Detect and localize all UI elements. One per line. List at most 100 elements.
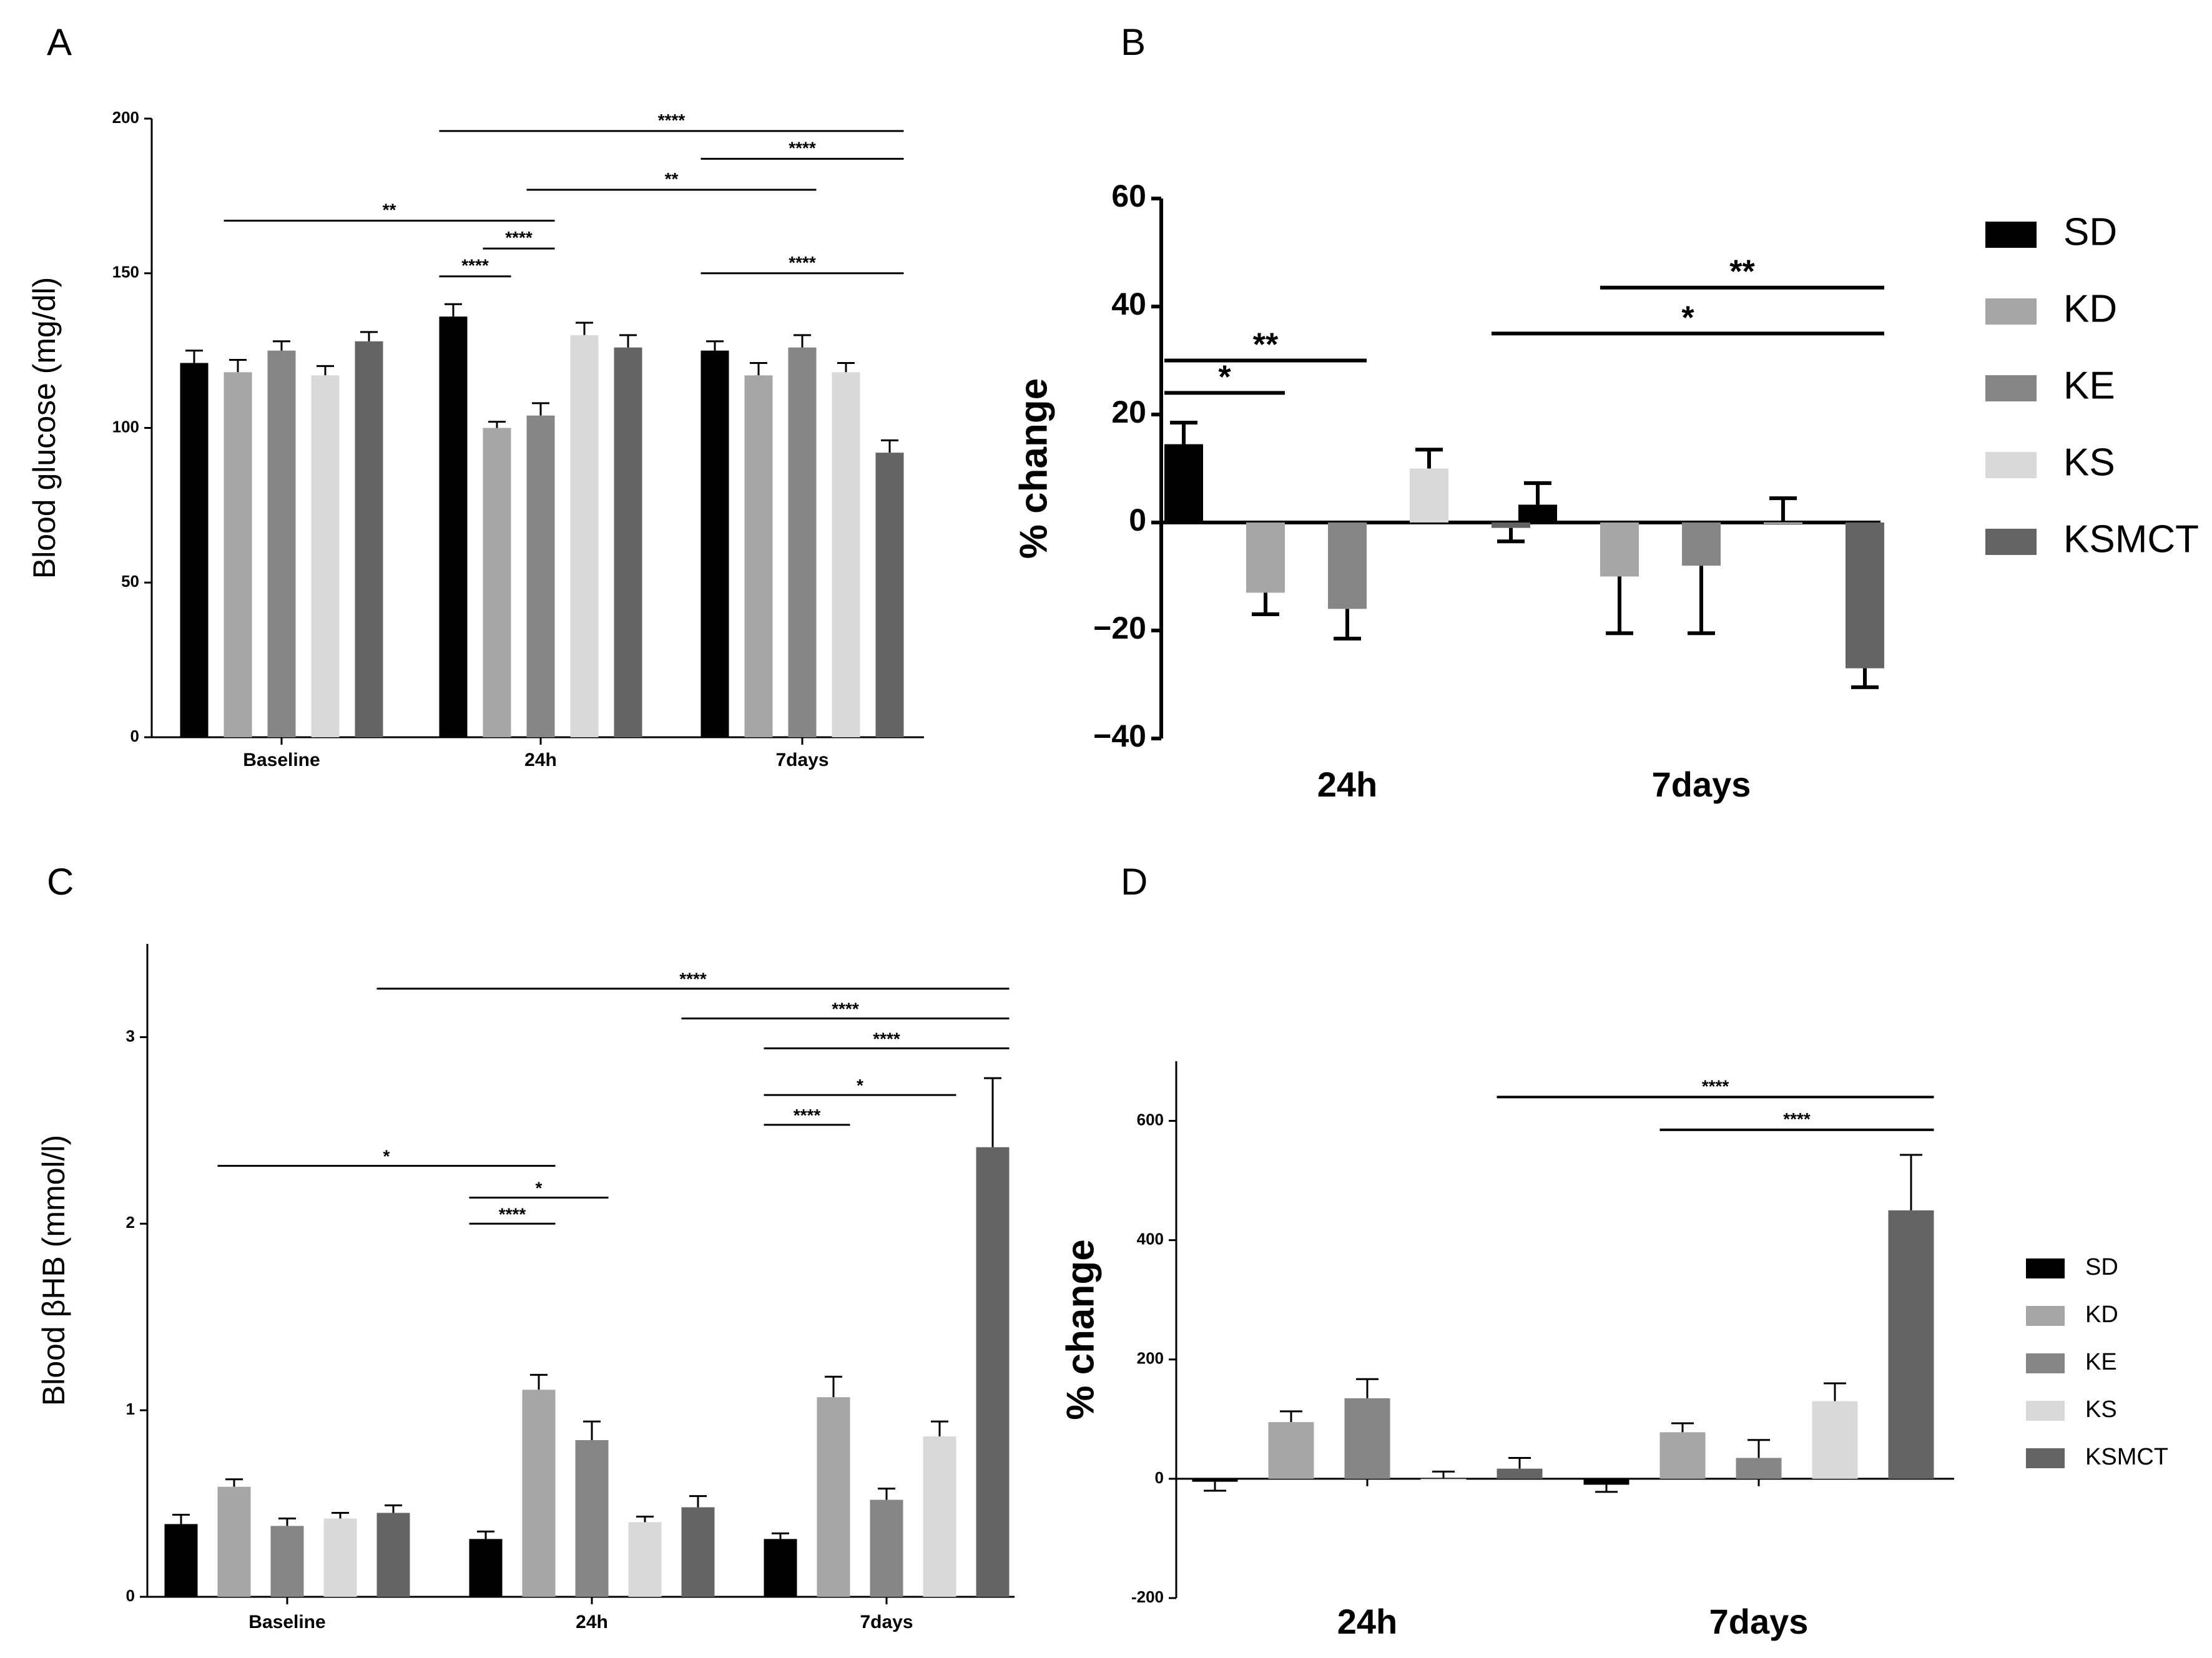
bar-kd-24h xyxy=(483,428,511,737)
y-tick-label: 100 xyxy=(112,417,139,436)
panel-letter-b: B xyxy=(1121,21,1146,63)
bar-sd-baseline xyxy=(164,1524,198,1597)
bar-kd-24h xyxy=(1268,1422,1314,1479)
y-tick-label: 3 xyxy=(126,1026,135,1045)
bar-kd-24h xyxy=(522,1390,556,1597)
x-tick-label-7days: 7days xyxy=(1652,765,1751,804)
significance-label: ** xyxy=(383,200,396,220)
bar-kd-baseline xyxy=(217,1486,251,1597)
chart-panel-a: 0 50 100 150 200 Blood glucose (mg/dl) Baselin… xyxy=(27,108,924,770)
x-tick-label-7days: 7days xyxy=(775,750,828,770)
significance-label: * xyxy=(857,1076,863,1095)
y-tick-label: -200 xyxy=(1131,1587,1164,1606)
significance-label: **** xyxy=(832,999,859,1019)
bar-ke-7days xyxy=(1682,522,1721,566)
bar-ks-24h xyxy=(628,1522,662,1597)
significance-label: **** xyxy=(789,138,816,157)
y-tick-label: −20 xyxy=(1093,611,1146,645)
bar-sd-24h xyxy=(1164,444,1203,522)
y-axis-label: Blood βHB (mmol/l) xyxy=(36,1135,71,1406)
bar-ksmct-7days xyxy=(1846,522,1884,669)
significance-label: **** xyxy=(1783,1109,1811,1129)
bar-sd-baseline xyxy=(180,363,209,737)
y-axis-label: % change xyxy=(1059,1239,1102,1420)
x-tick-label-baseline: Baseline xyxy=(243,750,320,770)
bar-ksmct-24h xyxy=(1492,522,1530,528)
bar-kd-7days xyxy=(1600,522,1639,577)
panel-letter-c: C xyxy=(47,861,74,903)
bar-kd-baseline xyxy=(224,372,252,737)
bar-ke-7days xyxy=(1736,1458,1782,1479)
panel-letter-d: D xyxy=(1121,861,1148,903)
y-axis-label: Blood glucose (mg/dl) xyxy=(27,277,62,579)
bar-sd-24h xyxy=(1192,1478,1238,1482)
legend-label-ks: KS xyxy=(2063,441,2115,484)
legend-label-kd: KD xyxy=(2063,287,2117,330)
bar-kd-7days xyxy=(1659,1432,1706,1479)
legend-swatch-kd xyxy=(2026,1306,2065,1326)
bar-kd-24h xyxy=(1246,522,1285,593)
legend-swatch-ke xyxy=(2026,1353,2065,1373)
bar-kd-7days xyxy=(744,375,773,737)
y-tick-label: 2 xyxy=(126,1213,135,1232)
y-tick-label: 200 xyxy=(112,108,139,127)
bar-ke-7days xyxy=(870,1499,903,1597)
bar-ks-7days xyxy=(832,372,860,737)
y-tick-label: 1 xyxy=(126,1400,135,1418)
bar-kd-7days xyxy=(817,1397,850,1597)
y-tick-label: 0 xyxy=(1155,1468,1164,1487)
bar-sd-7days xyxy=(700,350,729,737)
bar-ke-24h xyxy=(1328,522,1367,609)
x-tick-label-24h: 24h xyxy=(576,1612,608,1632)
chart-panel-d: -200 0 200 400 600 % change 24h 7days **** **** SD… xyxy=(1059,1061,2168,1641)
bar-sd-24h xyxy=(469,1539,503,1597)
y-tick-label: 400 xyxy=(1137,1230,1164,1248)
legend-label-sd: SD xyxy=(2063,210,2117,253)
x-tick-label-baseline: Baseline xyxy=(248,1612,325,1632)
panel-letter-a: A xyxy=(47,21,72,63)
bar-ks-24h xyxy=(570,335,599,737)
y-tick-label: 50 xyxy=(121,572,139,591)
bar-ksmct-baseline xyxy=(355,341,383,737)
significance-label: **** xyxy=(789,253,816,272)
bar-ksmct-baseline xyxy=(376,1513,410,1597)
bar-ks-24h xyxy=(1410,468,1448,522)
y-axis-label: % change xyxy=(1012,378,1055,559)
bar-ks-baseline xyxy=(311,375,340,737)
y-tick-label: 20 xyxy=(1111,395,1146,429)
y-tick-label: −40 xyxy=(1093,719,1146,753)
bar-ks-baseline xyxy=(323,1518,357,1597)
legend-label-ks: KS xyxy=(2085,1396,2117,1423)
bar-ke-24h xyxy=(526,415,555,737)
x-tick-label-24h: 24h xyxy=(1317,765,1378,804)
y-tick-label: 40 xyxy=(1111,287,1146,321)
legend-swatch-ks xyxy=(1985,452,2037,478)
significance-label: ** xyxy=(665,169,679,189)
legend-swatch-ksmct xyxy=(1985,529,2037,555)
x-tick-label-24h: 24h xyxy=(1337,1602,1398,1641)
bar-ks-7days xyxy=(923,1436,956,1597)
legend-label-ksmct: KSMCT xyxy=(2085,1444,2168,1470)
legend-label-ksmct: KSMCT xyxy=(2063,518,2199,561)
significance-label: * xyxy=(536,1178,543,1197)
bar-sd-7days xyxy=(1583,1478,1630,1485)
legend-label-sd: SD xyxy=(2085,1254,2118,1280)
significance-label: **** xyxy=(1702,1076,1729,1096)
y-tick-label: 60 xyxy=(1111,179,1146,213)
bar-ke-baseline xyxy=(267,350,296,737)
bar-ks-24h xyxy=(1420,1478,1467,1480)
significance-label: **** xyxy=(499,1204,526,1224)
bar-ksmct-7days xyxy=(976,1147,1010,1597)
x-tick-label-7days: 7days xyxy=(1709,1602,1809,1641)
bar-ke-baseline xyxy=(270,1526,304,1597)
significance-label: **** xyxy=(873,1029,900,1048)
x-tick-label-7days: 7days xyxy=(860,1612,913,1632)
bar-ksmct-24h xyxy=(614,347,642,737)
y-tick-label: 0 xyxy=(130,727,139,745)
bar-ksmct-24h xyxy=(681,1507,715,1597)
bar-ks-7days xyxy=(1812,1401,1858,1479)
bar-sd-7days xyxy=(764,1539,797,1597)
